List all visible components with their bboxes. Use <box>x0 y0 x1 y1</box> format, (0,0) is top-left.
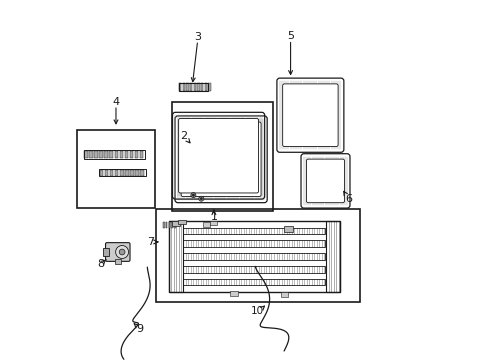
Bar <box>183 266 325 273</box>
Bar <box>230 291 238 296</box>
Bar <box>201 83 203 91</box>
Bar <box>140 151 143 158</box>
FancyBboxPatch shape <box>105 243 130 261</box>
Text: 1: 1 <box>210 212 217 222</box>
Bar <box>115 259 121 264</box>
Bar <box>120 170 123 176</box>
Bar <box>100 170 103 176</box>
Bar <box>190 83 192 91</box>
Bar <box>193 83 196 91</box>
Circle shape <box>115 246 128 258</box>
Bar <box>168 221 182 292</box>
Text: 8: 8 <box>97 258 104 269</box>
Bar <box>120 151 123 158</box>
Bar <box>204 83 207 91</box>
Bar <box>129 151 133 158</box>
Bar <box>284 226 292 232</box>
Bar <box>89 151 93 158</box>
Text: 3: 3 <box>194 32 201 42</box>
Bar <box>104 170 108 176</box>
Bar <box>168 221 339 292</box>
Bar <box>103 248 108 256</box>
Bar <box>115 170 118 176</box>
Bar <box>114 151 118 158</box>
Text: 2: 2 <box>180 131 186 141</box>
Bar <box>179 83 208 91</box>
Bar <box>210 221 217 225</box>
Circle shape <box>119 249 125 255</box>
Bar <box>83 150 144 159</box>
Bar <box>183 240 325 247</box>
Bar <box>94 151 98 158</box>
Bar <box>171 102 272 211</box>
Bar <box>186 83 188 91</box>
Bar <box>104 151 108 158</box>
Bar <box>140 170 143 176</box>
Bar <box>172 221 180 226</box>
Bar <box>174 222 176 228</box>
Bar <box>109 151 113 158</box>
Bar <box>163 222 164 228</box>
Bar <box>179 83 181 91</box>
Text: 5: 5 <box>286 31 293 41</box>
Circle shape <box>192 194 194 196</box>
FancyBboxPatch shape <box>178 118 258 193</box>
Bar <box>77 130 155 208</box>
Bar <box>171 222 173 228</box>
Circle shape <box>199 196 203 201</box>
Bar <box>183 228 325 234</box>
Bar <box>134 151 138 158</box>
Bar <box>197 83 199 91</box>
Bar <box>99 151 103 158</box>
Text: 6: 6 <box>345 194 352 204</box>
Bar <box>178 220 185 224</box>
Text: 9: 9 <box>136 324 143 334</box>
Bar <box>165 222 167 228</box>
Bar <box>84 151 88 158</box>
Bar <box>110 170 113 176</box>
FancyBboxPatch shape <box>306 159 344 203</box>
Text: 4: 4 <box>112 96 119 107</box>
Bar <box>208 83 210 91</box>
Bar <box>125 170 128 176</box>
Bar <box>280 292 287 297</box>
Bar <box>124 151 128 158</box>
FancyBboxPatch shape <box>181 122 261 197</box>
Text: 7: 7 <box>146 237 153 247</box>
Bar <box>325 221 339 292</box>
Bar <box>168 222 170 228</box>
Circle shape <box>200 198 202 200</box>
FancyBboxPatch shape <box>282 84 337 147</box>
Bar <box>135 170 139 176</box>
Bar <box>99 169 145 176</box>
Text: 10: 10 <box>250 306 264 316</box>
Circle shape <box>190 193 196 198</box>
Bar <box>183 253 325 260</box>
Bar <box>156 209 359 302</box>
Bar <box>203 222 210 227</box>
Bar <box>130 170 133 176</box>
Bar <box>183 279 325 285</box>
Bar <box>183 83 184 91</box>
